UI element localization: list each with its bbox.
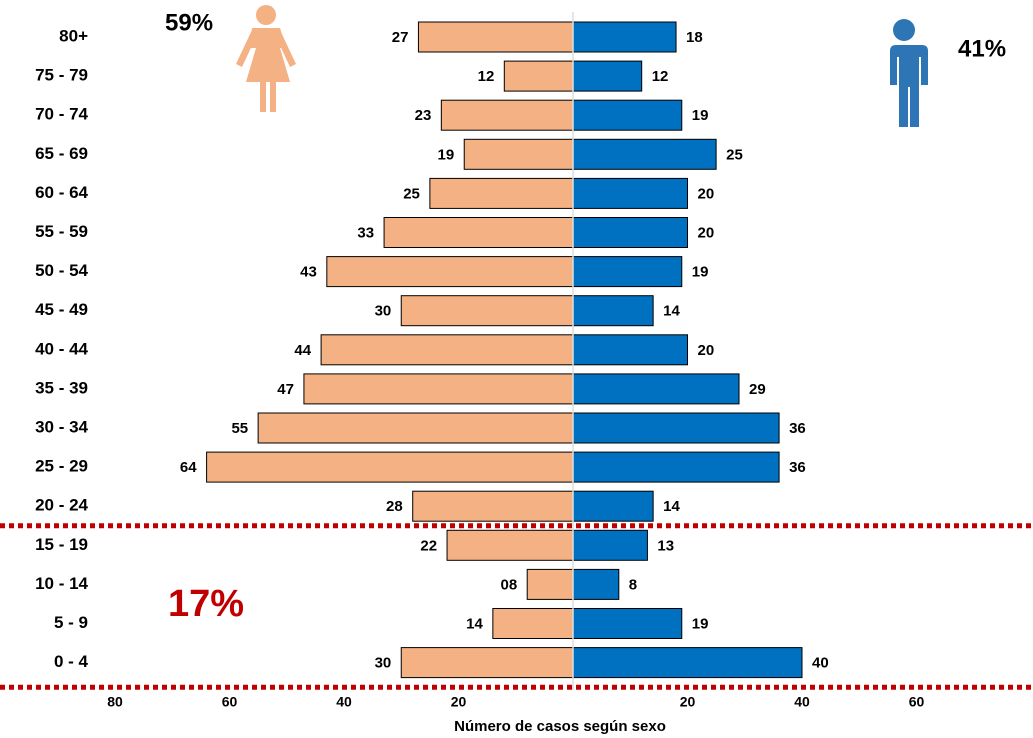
value-label: 14: [663, 303, 680, 320]
value-label: 25: [403, 185, 420, 202]
value-label: 36: [789, 420, 806, 437]
value-label: 19: [692, 264, 709, 281]
value-label: 43: [300, 264, 317, 281]
x-tick-label: 20: [680, 694, 696, 710]
value-label: 28: [386, 498, 403, 515]
female-bar: [303, 373, 574, 405]
male-bar: [572, 373, 740, 405]
category-label: 10 - 14: [35, 574, 88, 593]
category-label: 40 - 44: [35, 339, 88, 358]
female-bar: [326, 256, 574, 288]
category-label: 65 - 69: [35, 144, 88, 163]
category-label: 15 - 19: [35, 535, 88, 554]
value-label: 18: [686, 29, 703, 46]
value-label: 64: [180, 459, 197, 476]
female-bar: [257, 412, 574, 444]
category-label: 25 - 29: [35, 457, 88, 476]
value-label: 40: [812, 655, 829, 672]
category-label: 70 - 74: [35, 105, 88, 124]
value-label: 27: [392, 29, 409, 46]
category-label: 75 - 79: [35, 66, 88, 85]
value-label: 25: [726, 146, 743, 163]
category-label: 60 - 64: [35, 183, 88, 202]
category-label: 80+: [59, 26, 88, 45]
value-label: 20: [698, 342, 715, 359]
male-bar: [572, 412, 780, 444]
male-bar: [572, 177, 688, 209]
male-bar: [572, 256, 683, 288]
female-bar: [400, 647, 574, 679]
male-bar: [572, 334, 688, 366]
young-share: 17%: [168, 583, 244, 625]
value-label: 36: [789, 459, 806, 476]
female-bar: [492, 608, 574, 639]
category-label: 50 - 54: [35, 261, 88, 280]
male-icon: [886, 19, 928, 127]
value-label: 08: [501, 576, 518, 593]
value-label: 22: [420, 537, 437, 554]
value-label: 19: [438, 146, 455, 163]
x-tick-label: 60: [222, 694, 238, 710]
x-tick-label: 40: [794, 694, 810, 710]
value-label: 29: [749, 381, 766, 398]
x-tick-label: 60: [909, 694, 925, 710]
female-bar: [503, 60, 574, 92]
x-tick-label: 20: [451, 694, 467, 710]
female-bar: [417, 21, 574, 53]
female-bar: [383, 217, 574, 248]
male-bar: [572, 451, 780, 483]
value-label: 14: [466, 615, 483, 632]
value-label: 47: [277, 381, 294, 398]
value-label: 30: [375, 655, 392, 672]
value-label: 20: [698, 224, 715, 241]
female-bar: [446, 529, 574, 561]
female-icon: [236, 5, 296, 112]
value-label: 19: [692, 615, 709, 632]
category-label: 55 - 59: [35, 222, 88, 241]
male-bar: [572, 568, 620, 600]
male-share: 41%: [958, 35, 1006, 62]
male-bar: [572, 647, 803, 679]
female-share: 59%: [165, 9, 213, 36]
male-bar: [572, 217, 688, 248]
value-label: 13: [657, 537, 674, 554]
category-label: 0 - 4: [54, 652, 89, 671]
value-label: 14: [663, 498, 680, 515]
category-label: 45 - 49: [35, 300, 88, 319]
x-tick-label: 80: [107, 694, 123, 710]
x-tick-label: 40: [336, 694, 352, 710]
female-bar: [463, 138, 574, 170]
category-label: 20 - 24: [35, 496, 88, 515]
male-bar: [572, 608, 683, 639]
female-bar: [429, 177, 574, 209]
female-bar: [412, 490, 574, 522]
value-label: 19: [692, 107, 709, 124]
female-bar: [206, 451, 574, 483]
value-label: 8: [629, 576, 637, 593]
value-label: 12: [478, 68, 495, 85]
female-bar: [400, 295, 574, 327]
female-bar: [320, 334, 574, 366]
female-bar: [440, 99, 574, 131]
value-label: 12: [652, 68, 669, 85]
value-label: 44: [294, 342, 311, 359]
category-label: 5 - 9: [54, 613, 88, 632]
male-bar: [572, 295, 654, 327]
value-label: 33: [357, 224, 374, 241]
category-label: 30 - 34: [35, 417, 88, 436]
male-bar: [572, 490, 654, 522]
male-bar: [572, 99, 683, 131]
value-label: 55: [231, 420, 248, 437]
male-bar: [572, 21, 677, 53]
male-bar: [572, 529, 648, 561]
value-label: 30: [375, 303, 392, 320]
value-label: 20: [698, 185, 715, 202]
female-bar: [526, 568, 574, 600]
value-label: 23: [415, 107, 432, 124]
category-label: 35 - 39: [35, 378, 88, 397]
x-axis-title: Número de casos según sexo: [454, 718, 666, 735]
male-bar: [572, 60, 643, 92]
male-bar: [572, 138, 717, 170]
